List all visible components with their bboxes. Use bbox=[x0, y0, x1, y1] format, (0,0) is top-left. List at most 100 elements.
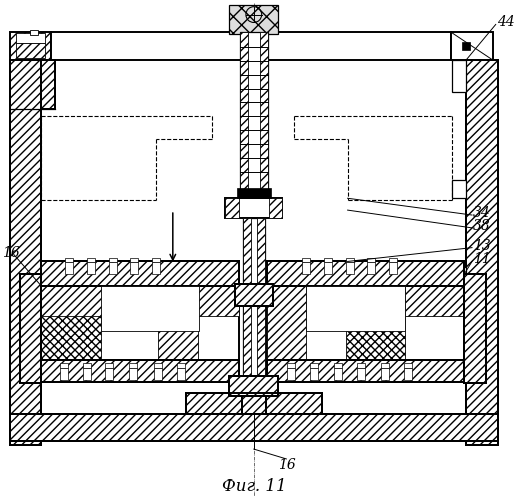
Text: 13: 13 bbox=[473, 238, 491, 252]
Bar bbox=[240, 32, 268, 196]
Text: 44: 44 bbox=[497, 16, 514, 30]
Bar bbox=[257, 218, 265, 376]
Bar bbox=[60, 368, 68, 380]
Bar bbox=[41, 286, 239, 360]
Bar bbox=[242, 396, 266, 413]
Bar bbox=[306, 286, 405, 331]
Bar bbox=[186, 393, 322, 413]
Bar bbox=[83, 368, 91, 380]
Text: 38: 38 bbox=[473, 219, 491, 233]
Bar bbox=[267, 286, 464, 360]
Bar bbox=[267, 360, 464, 382]
Bar bbox=[381, 368, 389, 380]
Bar bbox=[152, 258, 160, 262]
Bar bbox=[41, 60, 55, 110]
Bar bbox=[225, 198, 282, 218]
Bar bbox=[52, 32, 452, 60]
Text: 16: 16 bbox=[2, 246, 20, 260]
Bar bbox=[10, 414, 498, 441]
Bar bbox=[466, 60, 498, 445]
Text: 34: 34 bbox=[473, 206, 491, 220]
Bar bbox=[109, 262, 117, 274]
Bar bbox=[41, 262, 239, 286]
Bar bbox=[131, 258, 138, 262]
Bar bbox=[154, 368, 162, 380]
Bar bbox=[358, 363, 365, 368]
Bar bbox=[29, 30, 38, 36]
Bar bbox=[20, 274, 41, 383]
Bar bbox=[83, 363, 91, 368]
Bar bbox=[158, 286, 198, 360]
Bar bbox=[346, 262, 353, 274]
Bar bbox=[10, 32, 52, 60]
Bar bbox=[10, 60, 41, 445]
Bar bbox=[310, 363, 318, 368]
Bar bbox=[389, 262, 397, 274]
Bar bbox=[87, 258, 95, 262]
Bar bbox=[235, 284, 272, 306]
Bar bbox=[60, 363, 68, 368]
Bar bbox=[101, 286, 200, 331]
Bar bbox=[243, 218, 265, 376]
Bar bbox=[41, 262, 239, 286]
Bar bbox=[235, 284, 272, 306]
Bar bbox=[358, 368, 365, 380]
Bar bbox=[334, 368, 342, 380]
Bar bbox=[237, 188, 270, 198]
Bar bbox=[267, 286, 306, 360]
Bar bbox=[267, 360, 464, 382]
Bar bbox=[462, 42, 470, 50]
Bar bbox=[131, 262, 138, 274]
Bar bbox=[367, 262, 375, 274]
Bar bbox=[260, 32, 268, 196]
Bar bbox=[152, 262, 160, 274]
Bar bbox=[381, 363, 389, 368]
Bar bbox=[466, 60, 498, 445]
Bar bbox=[65, 262, 73, 274]
Bar bbox=[242, 396, 266, 413]
Bar bbox=[16, 43, 45, 58]
Bar bbox=[267, 262, 464, 286]
Bar bbox=[267, 286, 464, 316]
Bar bbox=[287, 363, 295, 368]
Bar bbox=[65, 258, 73, 262]
Bar bbox=[367, 258, 375, 262]
Bar bbox=[41, 360, 239, 382]
Bar bbox=[154, 363, 162, 368]
Bar bbox=[109, 258, 117, 262]
Bar bbox=[453, 180, 466, 198]
Bar bbox=[41, 286, 101, 360]
Bar bbox=[130, 368, 137, 380]
Text: Фиг. 11: Фиг. 11 bbox=[222, 478, 287, 495]
Bar bbox=[346, 258, 353, 262]
Text: 16: 16 bbox=[279, 458, 296, 472]
Bar bbox=[41, 360, 239, 382]
Bar bbox=[310, 368, 318, 380]
Bar bbox=[229, 4, 279, 34]
Bar bbox=[186, 393, 322, 413]
Bar bbox=[130, 363, 137, 368]
Bar bbox=[225, 198, 239, 218]
Bar bbox=[452, 32, 493, 60]
Bar bbox=[41, 60, 55, 110]
Bar bbox=[324, 262, 332, 274]
Bar bbox=[464, 274, 486, 383]
Bar bbox=[389, 258, 397, 262]
Bar bbox=[453, 60, 466, 92]
Bar bbox=[20, 274, 41, 383]
Bar bbox=[243, 218, 251, 376]
Bar bbox=[267, 262, 464, 286]
Bar bbox=[105, 368, 112, 380]
Bar bbox=[324, 258, 332, 262]
Bar bbox=[177, 368, 185, 380]
Bar bbox=[229, 376, 279, 396]
Bar bbox=[229, 376, 279, 396]
Bar bbox=[105, 363, 112, 368]
Bar bbox=[287, 368, 295, 380]
Bar bbox=[334, 363, 342, 368]
Bar bbox=[302, 262, 310, 274]
Bar bbox=[41, 286, 239, 316]
Bar bbox=[302, 258, 310, 262]
Bar bbox=[404, 363, 412, 368]
Bar bbox=[464, 274, 486, 383]
